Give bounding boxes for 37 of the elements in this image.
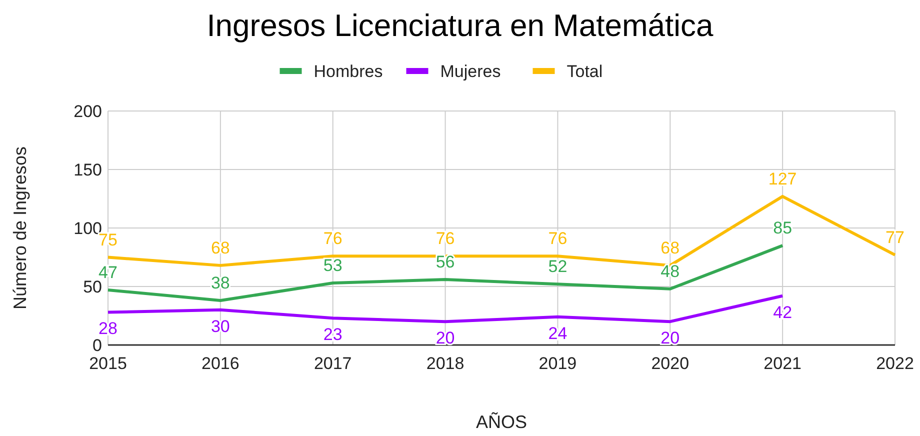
data-label: 23 [323,325,342,344]
data-label: 76 [436,229,455,248]
data-label: 76 [548,229,568,248]
y-tick-label: 150 [74,160,102,180]
y-tick-label: 0 [92,336,102,355]
data-label: 42 [773,302,792,322]
x-tick-label: 2022 [876,354,914,373]
data-label: 20 [660,328,680,348]
legend-label: Total [566,62,603,81]
chart-title: Ingresos Licenciatura en Matemática [206,8,714,43]
x-tick-label: 2020 [651,354,690,373]
data-label: 20 [436,328,455,348]
data-label: 28 [98,319,118,338]
data-label: 53 [323,256,342,275]
x-tick-label: 2021 [764,354,802,373]
data-label: 68 [210,238,230,258]
data-label: 52 [548,257,568,276]
data-label: 24 [548,324,568,343]
x-tick-label: 2016 [202,354,240,373]
legend-label: Mujeres [440,62,501,81]
y-tick-label: 200 [74,102,102,121]
data-label: 76 [323,229,342,248]
y-axis-title: Número de Ingresos [10,146,30,310]
data-label: 77 [886,228,904,247]
x-tick-label: 2015 [89,354,127,373]
data-label: 85 [773,218,792,238]
data-label: 30 [210,316,230,336]
data-label: 68 [660,238,680,258]
x-tick-label: 2018 [426,354,464,373]
x-tick-label: 2017 [314,354,352,373]
data-label: 127 [768,169,797,188]
legend-label: Hombres [314,62,383,81]
data-label: 56 [436,252,455,272]
data-label: 38 [210,274,230,293]
x-tick-label: 2019 [538,354,577,373]
x-axis-title: AÑOS [476,412,528,432]
data-label: 48 [660,262,680,281]
